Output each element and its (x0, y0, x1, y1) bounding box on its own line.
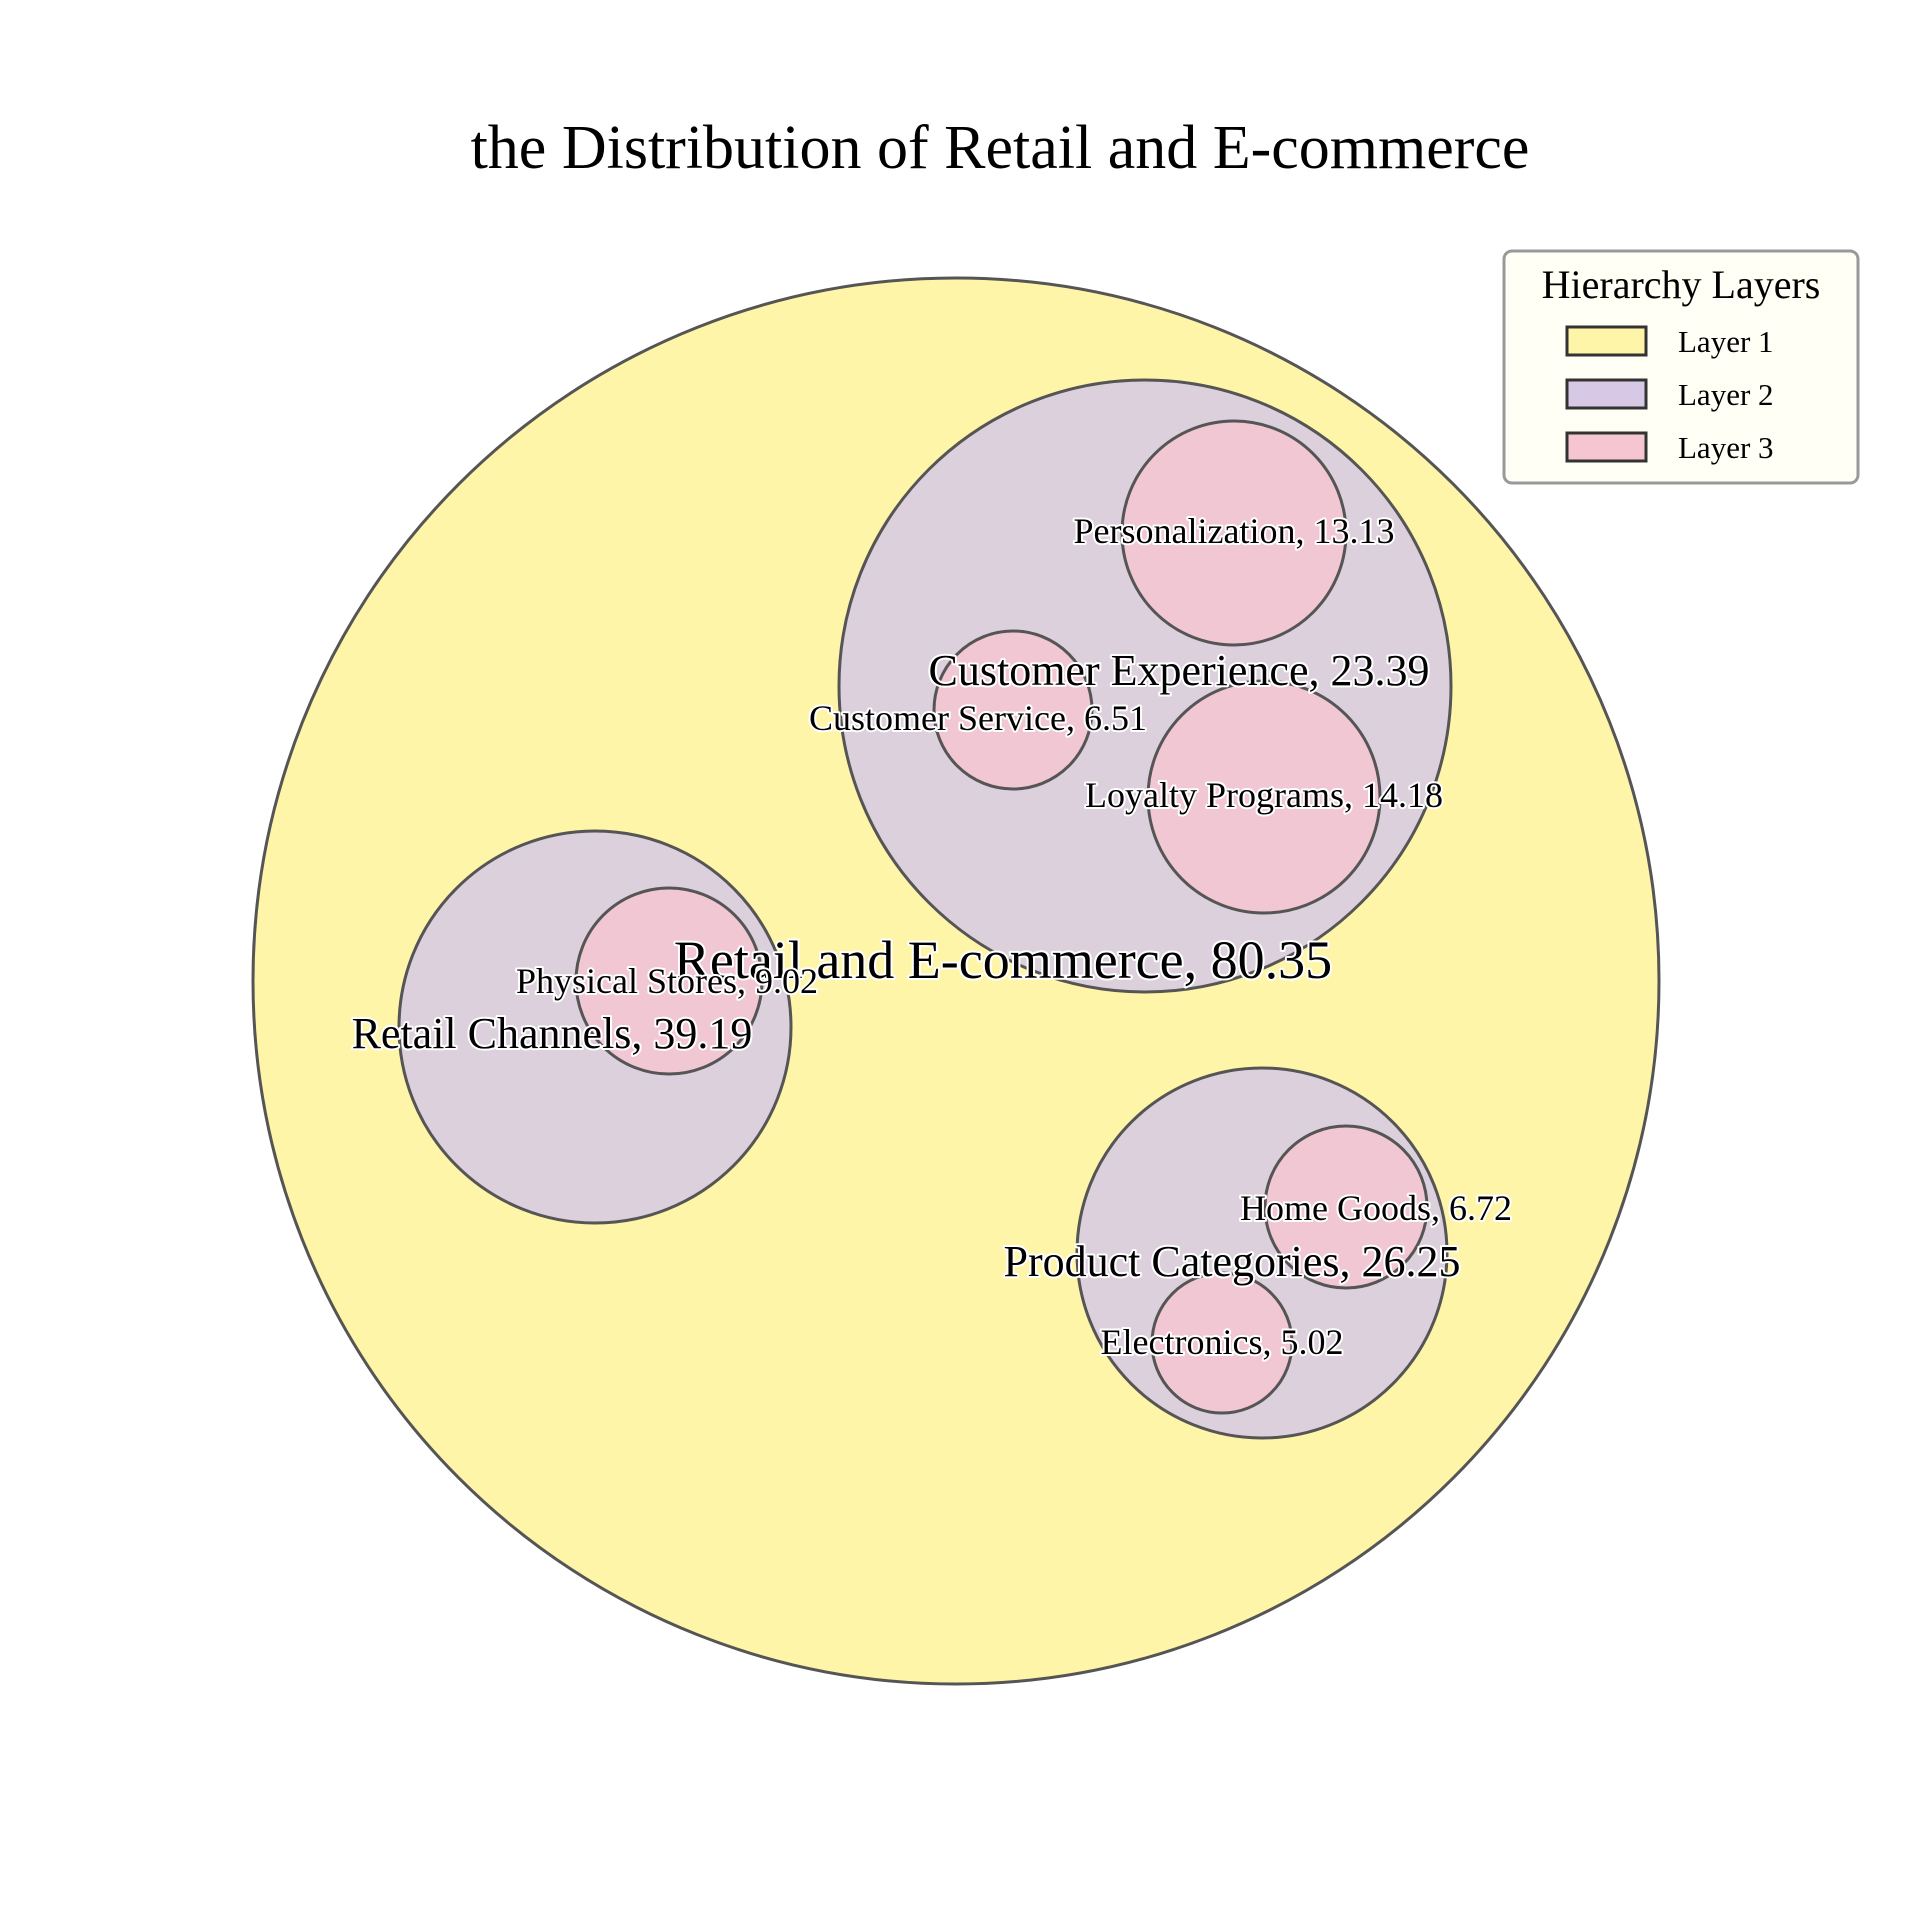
bubble-loyalty-programs (1146, 679, 1382, 915)
legend-label-layer-2: Layer 2 (1678, 377, 1774, 412)
bubble-electronics (1150, 1271, 1294, 1415)
bubble-label-customer-experience: Customer Experience, 23.39 (929, 646, 1430, 695)
legend-label-layer-3: Layer 3 (1678, 430, 1774, 465)
legend-swatch-layer-1 (1565, 325, 1648, 357)
bubble-label-retail-channels: Retail Channels, 39.19 (352, 1009, 753, 1058)
bubble-label-retail-and-e-commerce: Retail and E-commerce, 80.35 (674, 930, 1332, 990)
bubble-label-physical-stores: Physical Stores, 9.02 (516, 961, 818, 1001)
bubble-label-loyalty-programs: Loyalty Programs, 14.18 (1085, 775, 1443, 815)
legend: Hierarchy Layers Layer 1 Layer 2 Layer 3 (1502, 249, 1860, 485)
bubble-home-goods (1263, 1124, 1429, 1290)
bubble-physical-stores (574, 886, 764, 1076)
bubble-label-customer-service: Customer Service, 6.51 (809, 698, 1147, 738)
legend-label-layer-1: Layer 1 (1678, 324, 1774, 359)
legend-swatch-layer-2 (1565, 378, 1648, 410)
bubbles-group (251, 276, 1661, 1686)
bubble-label-home-goods: Home Goods, 6.72 (1240, 1188, 1512, 1228)
legend-swatch-layer-3 (1565, 431, 1648, 463)
legend-box (1502, 249, 1860, 485)
bubble-personalization (1120, 419, 1348, 647)
bubble-customer-service (932, 629, 1094, 791)
bubble-label-product-categories: Product Categories, 26.25 (1003, 1237, 1460, 1286)
chart-title: the Distribution of Retail and E-commerc… (471, 114, 1530, 182)
bubble-labels-group: Retail and E-commerce, 80.35 Customer Exp… (350, 509, 1514, 1364)
bubble-label-personalization: Personalization, 13.13 (1074, 511, 1395, 551)
legend-title: Hierarchy Layers (1542, 262, 1821, 307)
bubble-label-electronics: Electronics, 5.02 (1101, 1322, 1344, 1362)
